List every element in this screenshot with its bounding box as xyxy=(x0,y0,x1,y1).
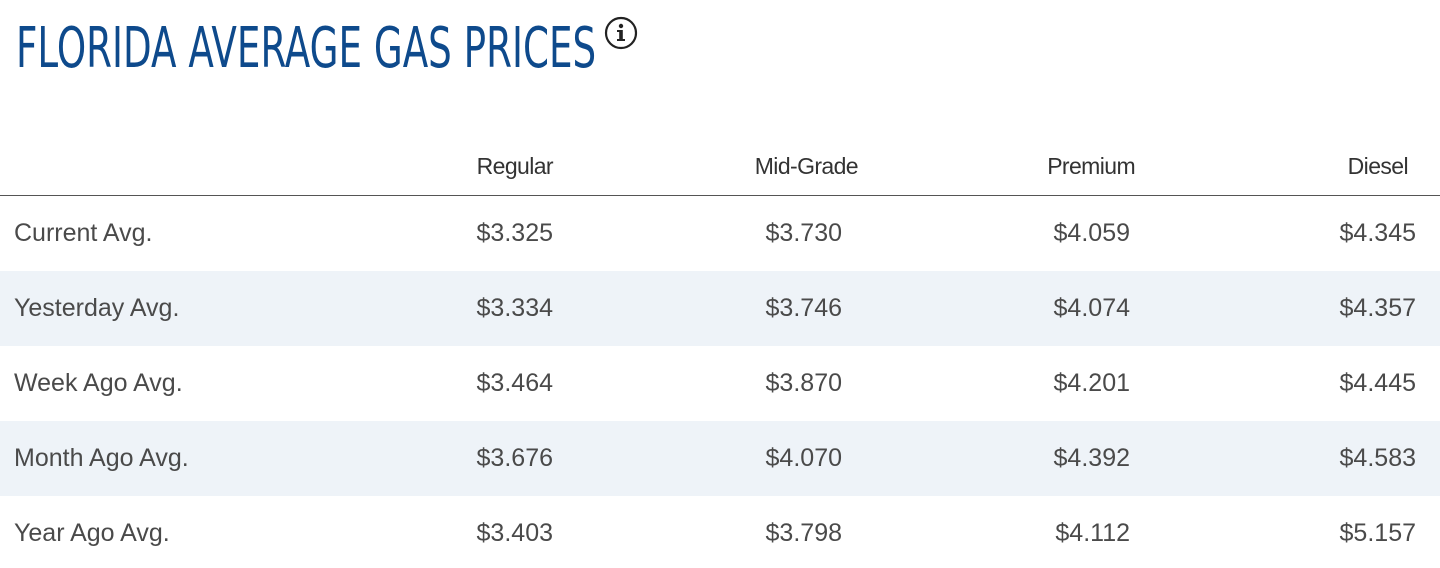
cell-regular: $3.334 xyxy=(476,294,553,322)
cell-regular: $3.325 xyxy=(476,219,553,247)
page-title: FLORIDA AVERAGE GAS PRICES xyxy=(16,16,597,81)
cell-mid-grade: $4.070 xyxy=(765,444,842,472)
table-row: Yesterday Avg. $3.334 $3.746 $4.074 $4.3… xyxy=(0,271,1440,346)
cell-mid-grade: $3.798 xyxy=(765,519,842,547)
column-header-premium: Premium xyxy=(1047,153,1135,179)
column-header-regular: Regular xyxy=(476,153,554,179)
row-label: Month Ago Avg. xyxy=(14,444,189,472)
table-row: Year Ago Avg. $3.403 $3.798 $4.112 $5.15… xyxy=(0,496,1440,568)
column-header-mid-grade: Mid-Grade xyxy=(754,153,859,179)
cell-premium: $4.201 xyxy=(1053,369,1130,397)
cell-regular: $3.403 xyxy=(476,519,553,547)
cell-diesel: $5.157 xyxy=(1339,519,1416,547)
cell-premium: $4.392 xyxy=(1053,444,1130,472)
cell-premium: $4.074 xyxy=(1053,294,1130,322)
row-label: Week Ago Avg. xyxy=(14,369,183,397)
row-label: Year Ago Avg. xyxy=(14,519,170,547)
table-row: Current Avg. $3.325 $3.730 $4.059 $4.345 xyxy=(0,196,1440,271)
cell-regular: $3.676 xyxy=(476,444,553,472)
table-header: Regular Mid-Grade Premium Diesel xyxy=(0,122,1440,196)
cell-mid-grade: $3.870 xyxy=(765,369,842,397)
row-label: Yesterday Avg. xyxy=(14,294,180,322)
cell-diesel: $4.357 xyxy=(1339,294,1416,322)
cell-diesel: $4.583 xyxy=(1339,444,1416,472)
cell-mid-grade: $3.730 xyxy=(765,219,842,247)
cell-regular: $3.464 xyxy=(476,369,553,397)
column-header-diesel: Diesel xyxy=(1347,153,1409,179)
cell-diesel: $4.445 xyxy=(1339,369,1416,397)
cell-diesel: $4.345 xyxy=(1339,219,1416,247)
cell-premium: $4.059 xyxy=(1053,219,1130,247)
info-icon[interactable] xyxy=(604,16,638,50)
cell-mid-grade: $3.746 xyxy=(765,294,842,322)
cell-premium: $4.112 xyxy=(1055,519,1130,547)
table-row: Week Ago Avg. $3.464 $3.870 $4.201 $4.44… xyxy=(0,346,1440,421)
row-label: Current Avg. xyxy=(14,219,153,247)
gas-prices-table: Regular Mid-Grade Premium Diesel Current… xyxy=(0,122,1440,568)
table-row: Month Ago Avg. $3.676 $4.070 $4.392 $4.5… xyxy=(0,421,1440,496)
